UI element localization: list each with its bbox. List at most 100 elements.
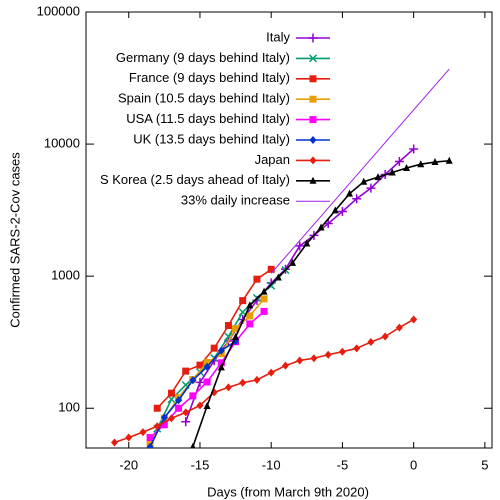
marker [210, 344, 218, 352]
marker [324, 350, 332, 359]
marker [217, 359, 225, 367]
marker [403, 163, 411, 171]
marker [146, 439, 154, 447]
marker [374, 173, 382, 181]
x-tick-label: 0 [410, 457, 417, 472]
marker [167, 389, 175, 397]
marker [246, 301, 254, 309]
marker [388, 168, 396, 176]
marker [410, 315, 418, 324]
marker [203, 401, 211, 409]
marker [281, 361, 289, 370]
marker [125, 433, 133, 442]
marker [309, 136, 317, 144]
x-tick-label: -20 [119, 457, 138, 472]
legend-label: Germany (9 days behind Italy) [116, 50, 290, 65]
x-tick-label: -5 [337, 457, 349, 472]
marker [239, 378, 247, 387]
marker [253, 275, 261, 283]
marker [246, 320, 254, 328]
marker [196, 401, 204, 410]
plot-frame [85, 11, 493, 449]
legend-label: Japan [255, 152, 290, 167]
marker [303, 239, 311, 247]
marker [267, 265, 275, 273]
marker [181, 417, 191, 427]
marker [260, 287, 268, 295]
marker [246, 312, 254, 320]
marker [182, 408, 190, 417]
marker [395, 323, 403, 332]
marker [175, 396, 183, 405]
marker [110, 438, 118, 447]
x-tick-label: -15 [191, 457, 210, 472]
y-axis-title: Confirmed SARS-2-Cov cases [7, 152, 22, 328]
y-tick-label: 100 [58, 400, 80, 415]
series-line [270, 68, 450, 274]
marker [337, 206, 347, 216]
marker [224, 332, 233, 341]
marker [203, 362, 211, 371]
marker [139, 428, 147, 437]
y-tick-label: 100000 [37, 3, 80, 18]
series-line [184, 148, 415, 423]
plot-area [110, 68, 453, 448]
marker [309, 176, 317, 184]
marker [366, 183, 376, 193]
marker [417, 160, 425, 168]
marker [190, 442, 196, 448]
marker [394, 157, 404, 167]
marker [232, 325, 240, 333]
marker [203, 378, 211, 386]
marker [175, 404, 183, 412]
marker [309, 156, 317, 165]
y-tick-label: 10000 [44, 136, 80, 151]
marker [331, 206, 339, 214]
marker [153, 422, 161, 431]
marker [309, 75, 317, 83]
marker [352, 194, 362, 204]
marker [196, 361, 204, 369]
marker [353, 344, 361, 353]
marker [260, 307, 268, 315]
x-tick-label: 5 [481, 457, 488, 472]
marker [167, 395, 176, 404]
marker [317, 223, 325, 231]
marker [217, 363, 225, 371]
legend-label: 33% daily increase [181, 193, 290, 208]
marker [189, 376, 197, 385]
marker [308, 54, 318, 63]
marker [367, 338, 375, 347]
marker [182, 367, 190, 375]
marker [309, 116, 317, 124]
legend-label: S Korea (2.5 days ahead of Italy) [100, 172, 290, 187]
legend-label: UK (13.5 days behind Italy) [133, 131, 290, 146]
marker [308, 33, 318, 43]
y-tick-label: 1000 [51, 268, 80, 283]
marker [445, 156, 453, 164]
marker [160, 413, 168, 422]
marker [296, 356, 304, 365]
marker [167, 414, 175, 423]
marker [195, 377, 205, 387]
marker [253, 375, 261, 384]
legend-label: Spain (10.5 days behind Italy) [118, 91, 290, 106]
marker [146, 442, 154, 448]
marker [189, 392, 197, 400]
marker [217, 346, 225, 355]
marker [239, 297, 247, 305]
marker [310, 354, 318, 363]
x-axis-title: Days (from March 9th 2020) [207, 484, 369, 499]
marker [295, 241, 305, 251]
legend-label: France (9 days behind Italy) [129, 70, 290, 85]
marker [260, 295, 268, 303]
marker [274, 273, 282, 281]
marker [232, 333, 240, 341]
marker [381, 332, 389, 341]
marker [431, 158, 439, 166]
marker [409, 144, 419, 154]
marker [360, 177, 368, 185]
marker [346, 189, 354, 197]
marker [160, 421, 168, 429]
